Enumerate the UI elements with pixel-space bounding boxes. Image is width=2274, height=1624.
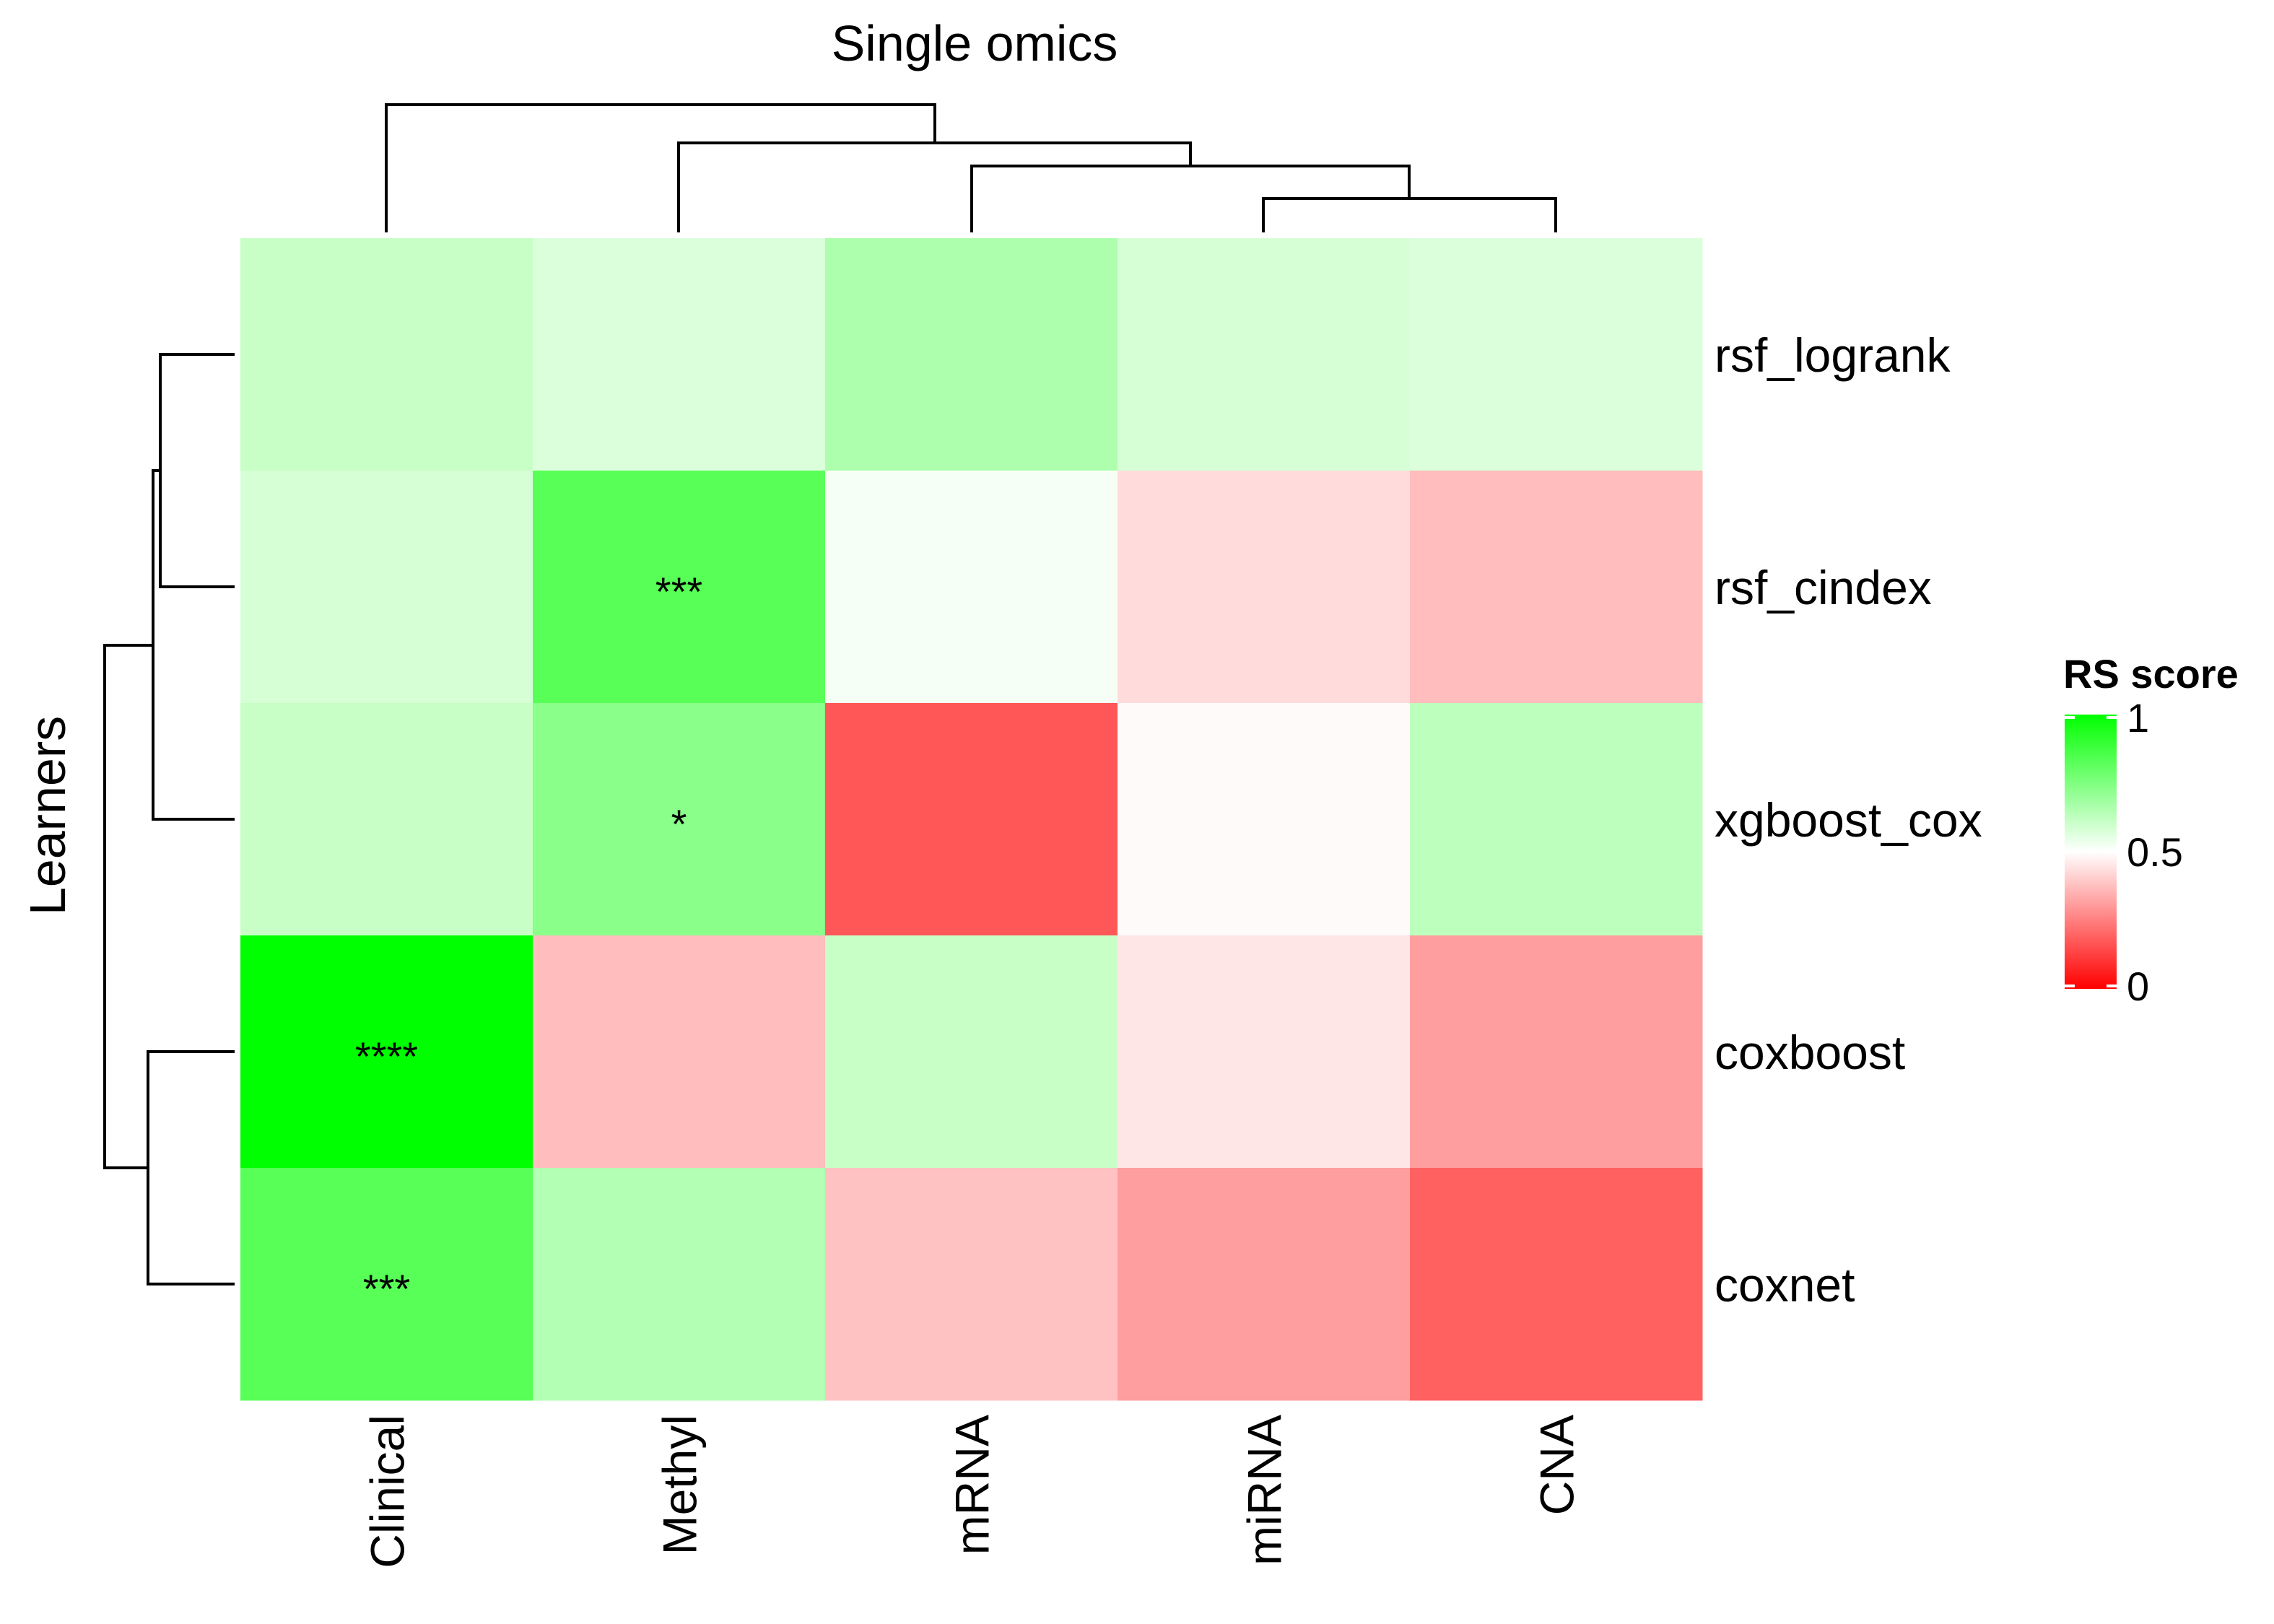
row-dendrogram-branch bbox=[159, 353, 235, 588]
heatmap-cell bbox=[533, 703, 826, 936]
heatmap-cell bbox=[533, 1168, 826, 1401]
legend-tick-label: 1 bbox=[2127, 695, 2149, 741]
heatmap-cell bbox=[825, 1168, 1118, 1401]
column-label: miRNA bbox=[1238, 1415, 1291, 1566]
heatmap-cell bbox=[1118, 935, 1411, 1169]
heatmap-cell bbox=[240, 1168, 533, 1401]
legend-ticks: 10.50 bbox=[2065, 695, 2183, 1009]
heatmap-cell bbox=[240, 471, 533, 704]
heatmap-cell bbox=[825, 238, 1118, 471]
chart-title: Single omics bbox=[832, 15, 1118, 71]
heatmap-cell bbox=[1410, 935, 1703, 1169]
heatmap-cell bbox=[825, 703, 1118, 936]
heatmap-cell bbox=[1118, 703, 1411, 936]
heatmap-cell bbox=[533, 471, 826, 704]
significance-mark: *** bbox=[655, 569, 702, 614]
significance-mark: *** bbox=[363, 1266, 410, 1311]
column-label: mRNA bbox=[946, 1415, 999, 1555]
heatmap-cell bbox=[1410, 1168, 1703, 1401]
column-label: Clinical bbox=[361, 1415, 414, 1568]
row-labels: rsf_logrank rsf_cindex xgboost_cox coxboost… bbox=[1715, 328, 1982, 1311]
column-dendrogram-branch bbox=[677, 141, 1192, 232]
heatmap-cell bbox=[1410, 238, 1703, 471]
column-labels: Clinical Methyl mRNA miRNA CNA bbox=[361, 1415, 1584, 1568]
heatmap-cell bbox=[1118, 471, 1411, 704]
significance-annotations: *********** bbox=[355, 569, 702, 1311]
legend-tick-label: 0.5 bbox=[2127, 829, 2183, 875]
color-legend: RS score 10.50 bbox=[2063, 651, 2239, 1009]
legend-title: RS score bbox=[2063, 651, 2239, 697]
heatmap-cell bbox=[240, 238, 533, 471]
heatmap-cell bbox=[825, 935, 1118, 1169]
column-dendrogram-branch bbox=[385, 103, 936, 232]
heatmap-cell bbox=[1118, 1168, 1411, 1401]
heatmap-cell bbox=[533, 935, 826, 1169]
row-label: rsf_logrank bbox=[1715, 328, 1951, 382]
row-dendrogram-branch bbox=[147, 1050, 235, 1285]
significance-mark: **** bbox=[355, 1034, 418, 1079]
row-label: coxboost bbox=[1715, 1026, 1905, 1079]
heatmap-cell bbox=[1410, 471, 1703, 704]
column-label: Methyl bbox=[653, 1415, 707, 1555]
heatmap-cell bbox=[825, 471, 1118, 704]
row-dendrogram-branch bbox=[103, 644, 153, 1169]
legend-tick-label: 0 bbox=[2127, 964, 2149, 1009]
y-axis-label: Learners bbox=[19, 716, 76, 915]
row-label: xgboost_cox bbox=[1715, 793, 1982, 847]
row-dendrogram-branch bbox=[152, 469, 235, 821]
heatmap-cell bbox=[1118, 238, 1411, 471]
heatmap-cell bbox=[240, 935, 533, 1169]
column-dendrogram bbox=[385, 103, 1557, 232]
heatmap-cell bbox=[533, 238, 826, 471]
row-label: coxnet bbox=[1715, 1258, 1855, 1311]
column-dendrogram-branch bbox=[1262, 197, 1557, 232]
row-dendrogram bbox=[103, 353, 235, 1285]
significance-mark: * bbox=[671, 801, 687, 847]
heatmap-cells bbox=[240, 238, 1703, 1401]
column-label: CNA bbox=[1530, 1415, 1584, 1515]
heatmap-cell bbox=[240, 703, 533, 936]
heatmap-cell bbox=[1410, 703, 1703, 936]
row-label: rsf_cindex bbox=[1715, 561, 1932, 614]
